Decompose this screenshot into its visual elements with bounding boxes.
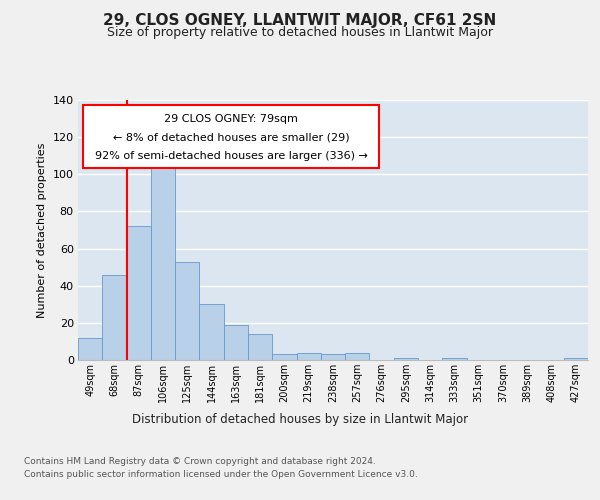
Bar [78, 338, 102, 360]
Bar [321, 354, 345, 360]
Text: 29, CLOS OGNEY, LLANTWIT MAJOR, CF61 2SN: 29, CLOS OGNEY, LLANTWIT MAJOR, CF61 2SN [103, 12, 497, 28]
Bar [345, 352, 370, 360]
FancyBboxPatch shape [83, 105, 379, 168]
Text: ← 8% of detached houses are smaller (29): ← 8% of detached houses are smaller (29) [113, 132, 349, 142]
Text: 29 CLOS OGNEY: 79sqm: 29 CLOS OGNEY: 79sqm [164, 114, 298, 124]
Bar [199, 304, 224, 360]
Bar [102, 274, 127, 360]
Text: 92% of semi-detached houses are larger (336) →: 92% of semi-detached houses are larger (… [95, 152, 367, 162]
Bar [127, 226, 151, 360]
Bar [296, 352, 321, 360]
Text: Size of property relative to detached houses in Llantwit Major: Size of property relative to detached ho… [107, 26, 493, 39]
Bar [394, 358, 418, 360]
Bar [564, 358, 588, 360]
Bar [151, 163, 175, 360]
Text: Contains public sector information licensed under the Open Government Licence v3: Contains public sector information licen… [24, 470, 418, 479]
Bar [224, 324, 248, 360]
Bar [175, 262, 199, 360]
Text: Contains HM Land Registry data © Crown copyright and database right 2024.: Contains HM Land Registry data © Crown c… [24, 458, 376, 466]
Y-axis label: Number of detached properties: Number of detached properties [37, 142, 47, 318]
Bar [272, 354, 296, 360]
Text: Distribution of detached houses by size in Llantwit Major: Distribution of detached houses by size … [132, 412, 468, 426]
Bar [442, 358, 467, 360]
Bar [248, 334, 272, 360]
